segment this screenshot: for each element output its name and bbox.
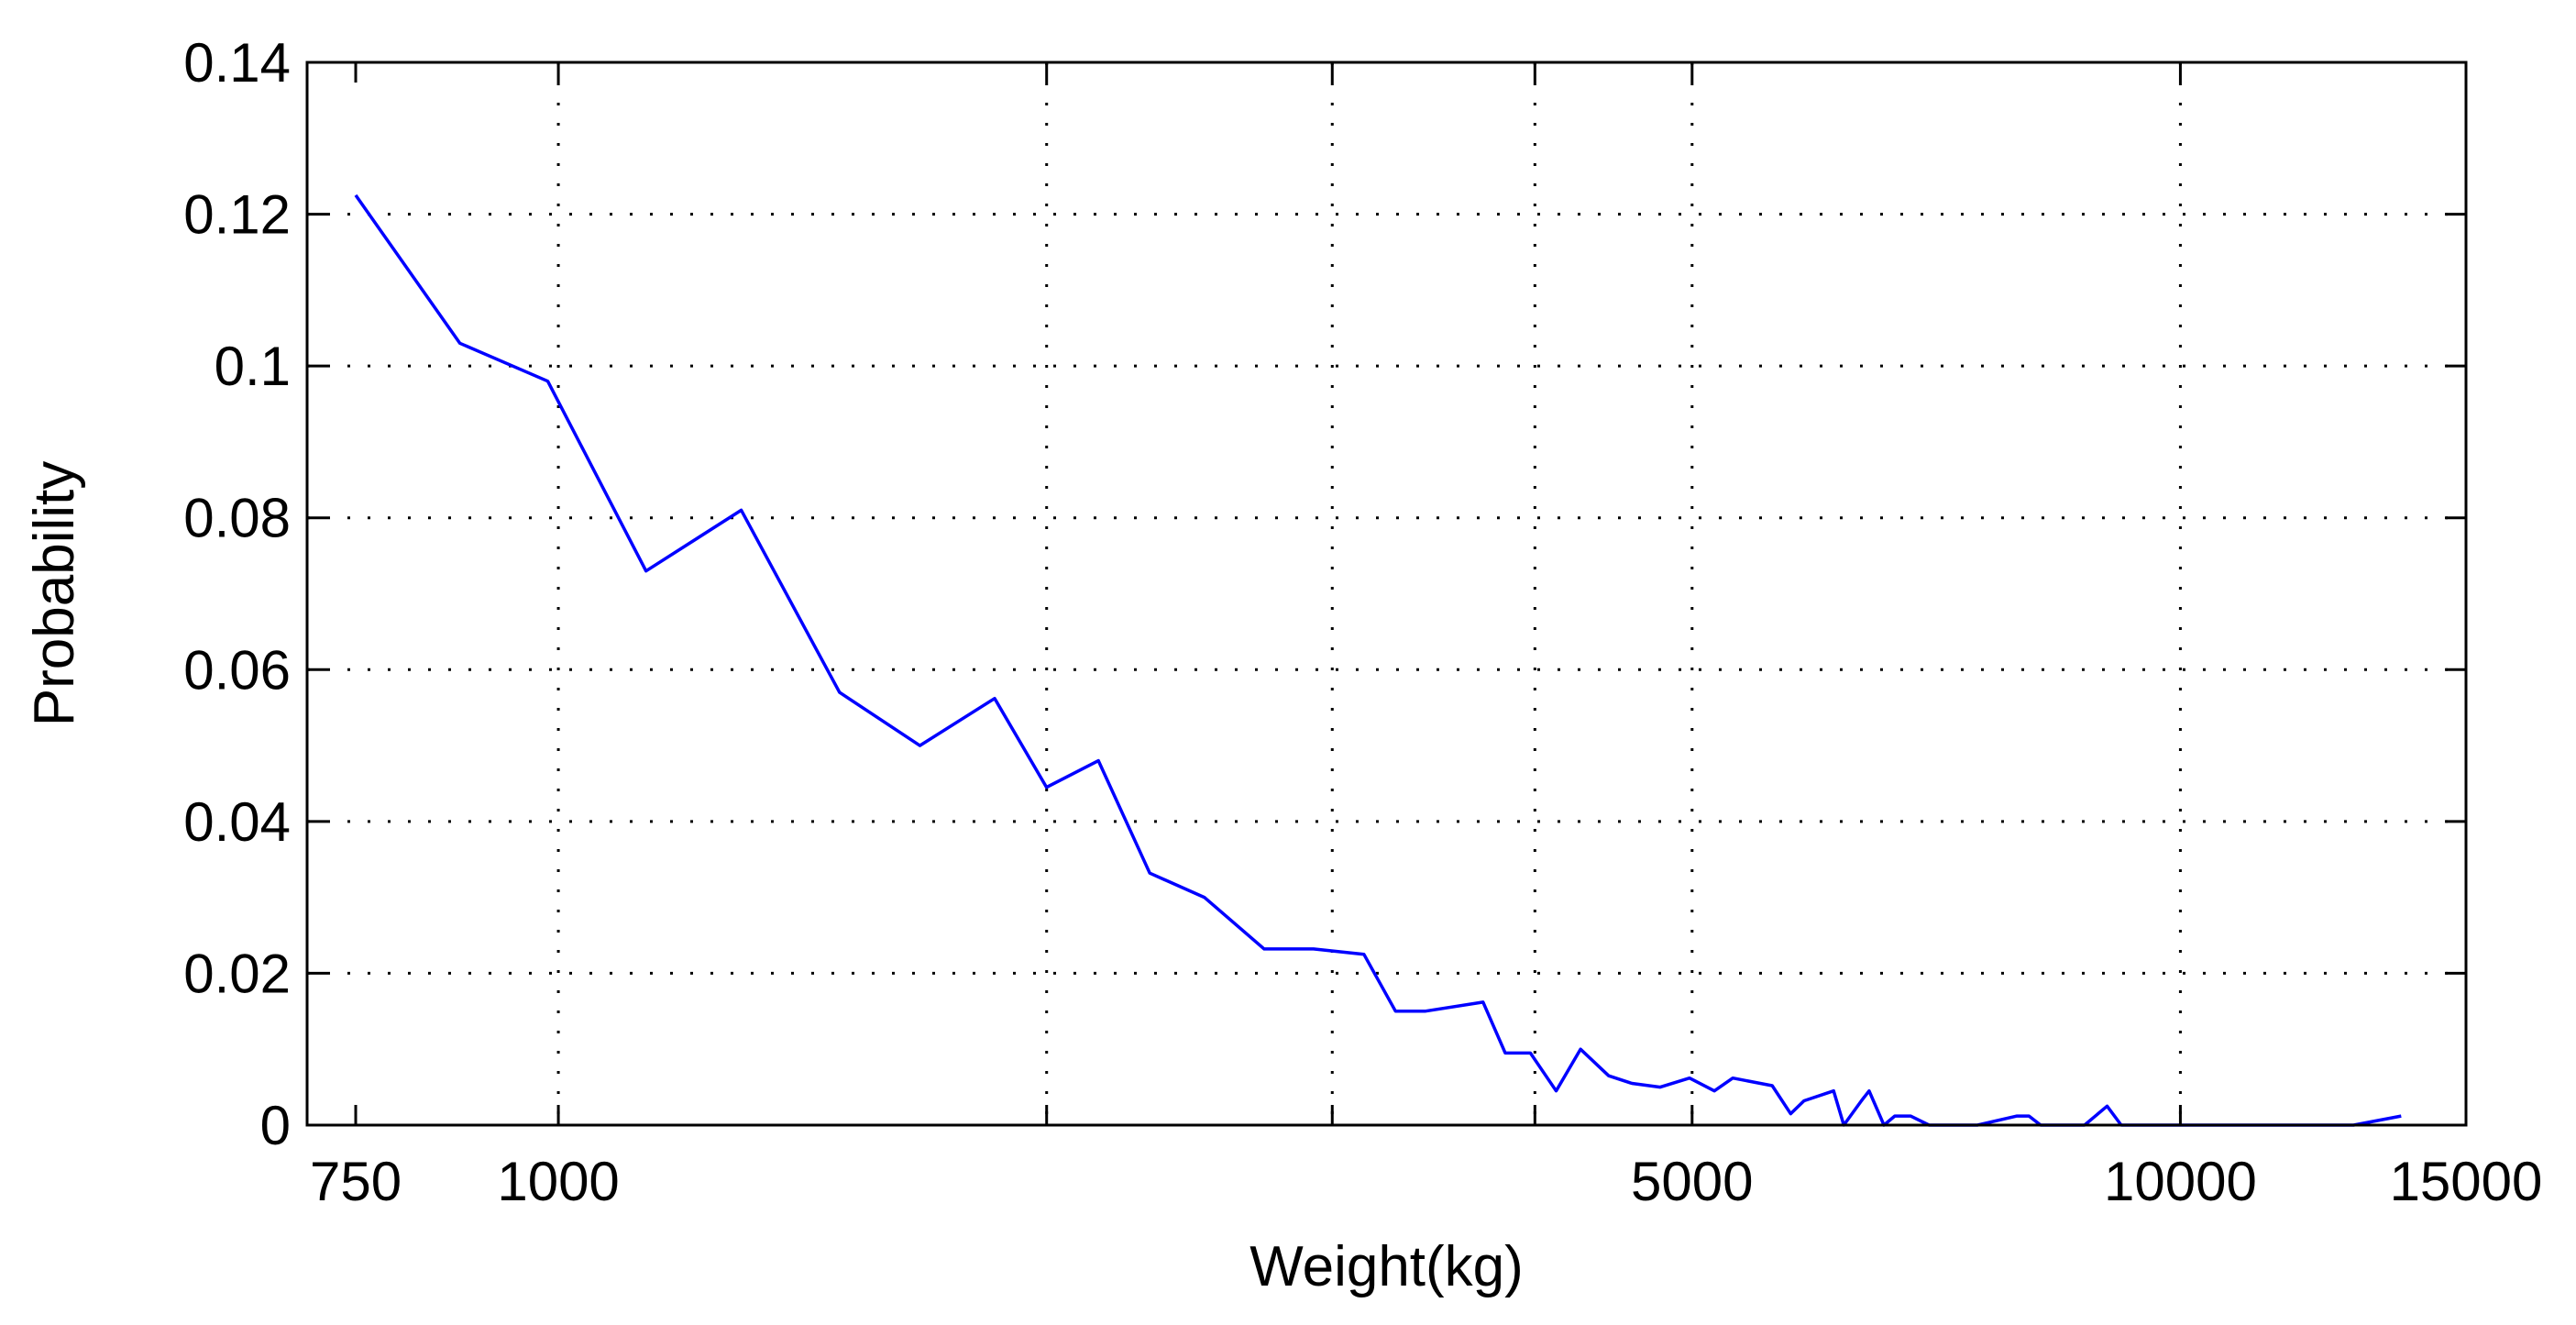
y-tick-label: 0.02: [183, 943, 291, 1004]
y-tick-label: 0: [260, 1095, 291, 1156]
x-axis-ticks: 750 1000 5000 10000 15000: [310, 62, 2542, 1212]
series-layer: [354, 193, 2402, 1127]
series-line: [354, 193, 2402, 1127]
y-tick-label: 0.08: [183, 488, 291, 549]
x-tick-label: 750: [310, 1151, 402, 1212]
x-tick-label: 15000: [2390, 1151, 2543, 1212]
y-axis-title: Probability: [23, 461, 86, 726]
x-tick-label: 1000: [497, 1151, 619, 1212]
y-tick-label: 0.06: [183, 639, 291, 701]
axes: [305, 61, 2468, 1127]
plot-frame: [305, 61, 2468, 1127]
y-tick-label: 0.12: [183, 184, 291, 246]
x-tick-label: 10000: [2104, 1151, 2257, 1212]
y-tick-label: 0.14: [183, 32, 291, 94]
grid: [307, 62, 2466, 1125]
y-tick-label: 0.1: [215, 336, 291, 397]
y-tick-label: 0.04: [183, 791, 291, 853]
x-axis-title: Weight(kg): [1249, 1235, 1524, 1298]
y-axis-ticks: 0 0.02 0.04 0.06 0.08 0.1 0.12 0.14: [183, 32, 2466, 1156]
x-tick-label: 5000: [1631, 1151, 1753, 1212]
